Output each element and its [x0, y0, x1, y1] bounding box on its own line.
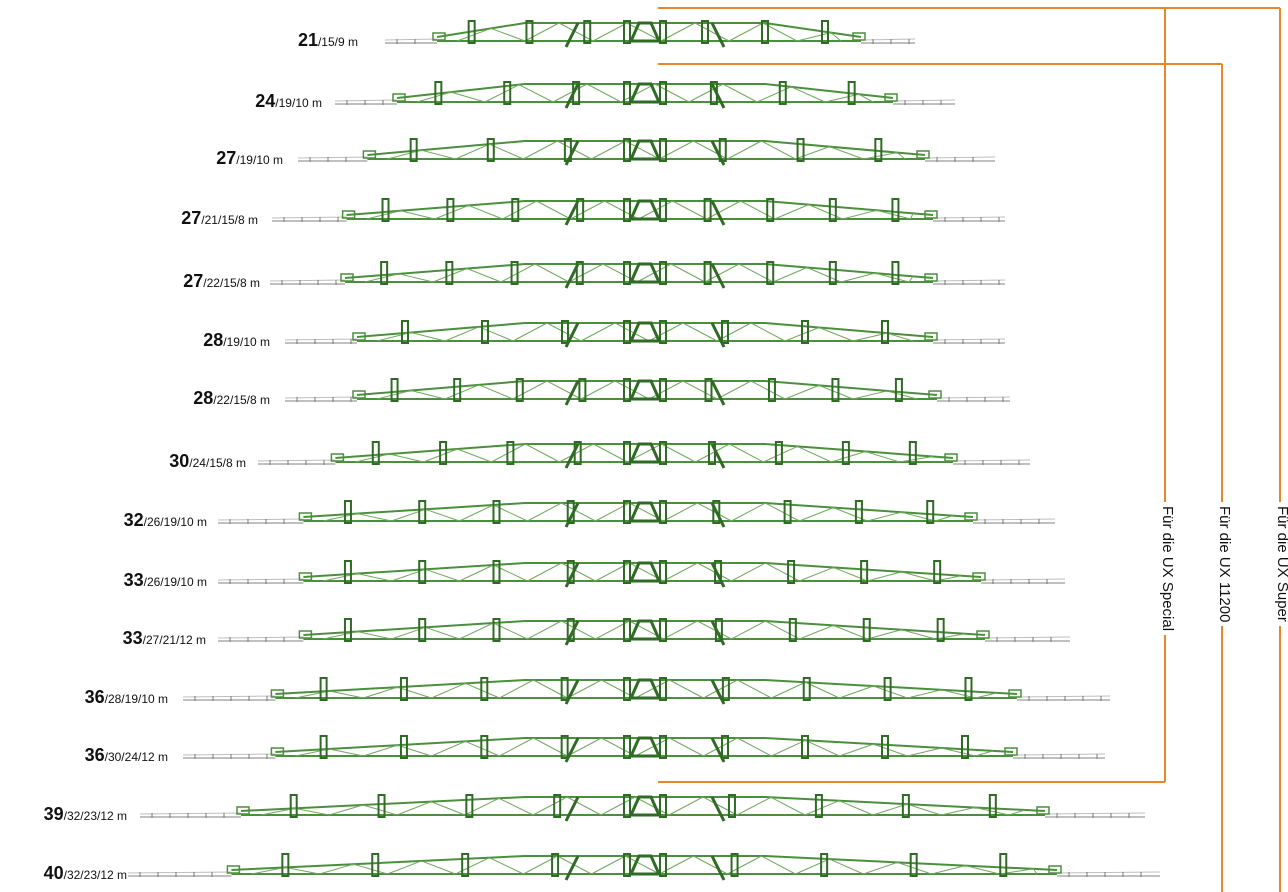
boom-row-4: [271, 198, 1006, 226]
boom-row-11: [217, 618, 1071, 646]
boom-row-2: [334, 81, 956, 109]
row-label: 39/32/23/12 m: [44, 805, 127, 824]
boom-row-9: [217, 500, 1056, 528]
row-label-sections: /24/15/8 m: [189, 456, 246, 470]
row-label: 21/15/9 m: [298, 31, 358, 50]
row-label-sections: /26/19/10 m: [143, 575, 207, 589]
row-label: 36/30/24/12 m: [85, 746, 168, 765]
boom-row-13: [182, 735, 1106, 763]
row-label-sections: /32/23/12 m: [63, 868, 127, 882]
row-label-sections: /32/23/12 m: [63, 809, 127, 823]
boom-row-12: [182, 677, 1111, 705]
boom-row-10: [217, 560, 1066, 588]
boom-row-7: [284, 378, 1011, 406]
row-label-width: 28: [203, 330, 224, 350]
row-label: 33/27/21/12 m: [123, 629, 206, 648]
bracket-1: [658, 7, 1280, 783]
row-label-sections: /26/19/10 m: [143, 515, 207, 529]
row-label: 32/26/19/10 m: [124, 511, 207, 530]
boom-row-14: [139, 794, 1146, 822]
row-label-width: 21: [297, 30, 318, 50]
row-label-width: 27: [216, 148, 237, 168]
row-label-sections: /15/9 m: [317, 35, 358, 49]
row-label: 28/22/15/8 m: [193, 389, 270, 408]
row-label-width: 33: [122, 628, 143, 648]
row-label-width: 30: [169, 451, 190, 471]
row-label-sections: /21/15/8 m: [201, 213, 258, 227]
row-label-sections: /19/10 m: [236, 153, 283, 167]
boom-row-6: [284, 320, 1006, 348]
row-label: 24/19/10 m: [255, 92, 322, 111]
row-label-sections: /19/10 m: [223, 335, 270, 349]
row-label-sections: /30/24/12 m: [104, 750, 168, 764]
row-label-width: 39: [43, 804, 64, 824]
row-label: 27/21/15/8 m: [181, 209, 258, 228]
boom-row-1: [384, 20, 916, 48]
row-label: 27/22/15/8 m: [183, 272, 260, 291]
row-label: 28/19/10 m: [203, 331, 270, 350]
boom-row-5: [269, 261, 1006, 289]
row-label-sections: /27/21/12 m: [142, 633, 206, 647]
row-label-sections: /22/15/8 m: [203, 276, 260, 290]
bracket-label: Für die UX Super: [1274, 502, 1288, 626]
boom-row-15: [127, 853, 1161, 881]
row-label-width: 33: [123, 570, 144, 590]
row-label: 27/19/10 m: [216, 149, 283, 168]
row-label-sections: /19/10 m: [275, 96, 322, 110]
row-label: 33/26/19/10 m: [124, 571, 207, 590]
bracket-label: Für die UX 11200: [1216, 502, 1233, 627]
row-label-width: 28: [193, 388, 214, 408]
boom-row-8: [257, 441, 1031, 469]
row-label: 30/24/15/8 m: [169, 452, 246, 471]
row-label-width: 36: [84, 687, 105, 707]
row-label-width: 27: [183, 271, 204, 291]
bracket-2: [658, 63, 1223, 892]
row-label-width: 40: [43, 863, 64, 883]
row-label-sections: /22/15/8 m: [213, 393, 270, 407]
row-label-sections: /28/19/10 m: [104, 692, 168, 706]
row-label-width: 32: [123, 510, 144, 530]
row-label-width: 36: [84, 745, 105, 765]
row-label-width: 27: [181, 208, 202, 228]
row-label: 40/32/23/12 m: [44, 864, 127, 883]
boom-row-3: [297, 138, 996, 166]
row-label: 36/28/19/10 m: [85, 688, 168, 707]
row-label-width: 24: [255, 91, 276, 111]
bracket-label: Für die UX Special: [1159, 502, 1176, 636]
